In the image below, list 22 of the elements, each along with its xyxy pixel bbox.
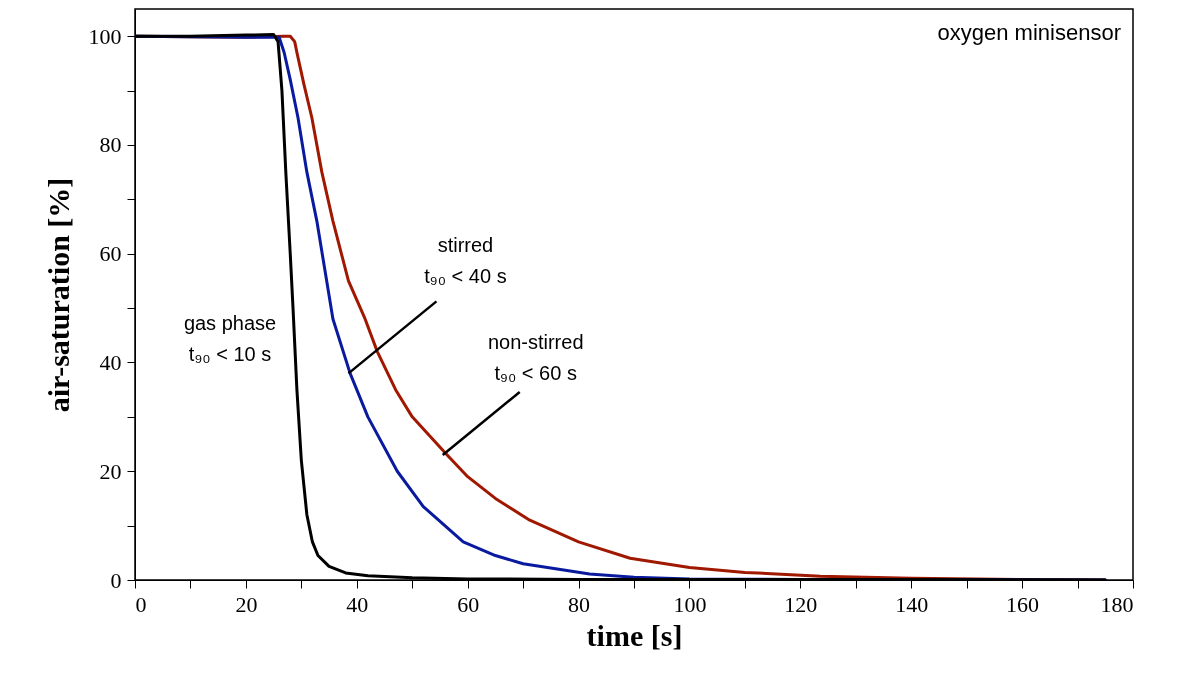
x-tick-label: 140 (895, 591, 929, 617)
x-tick-label: 100 (673, 591, 707, 617)
annotation: gas phase t₉₀ < 10 s (183, 312, 277, 366)
x-tick-label: 60 (457, 591, 480, 617)
x-axis-title: time [s] (586, 618, 683, 652)
y-tick-label: 20 (99, 458, 122, 484)
annotation: non-stirred t₉₀ < 60 s (487, 330, 584, 384)
x-tick-label: 80 (568, 591, 591, 617)
x-tick-label: 20 (235, 591, 258, 617)
x-tick-label: 120 (784, 591, 818, 617)
y-axis-title: air-saturation [%] (41, 177, 75, 413)
x-tick-label: 160 (1006, 591, 1040, 617)
y-tick-label: 100 (88, 23, 122, 49)
x-tick-label: 40 (346, 591, 369, 617)
annotation: stirred t₉₀ < 40 s (424, 234, 507, 288)
text: oxygen minisensor (937, 20, 1121, 45)
y-tick-label: 80 (99, 132, 122, 158)
y-tick-label: 0 (110, 567, 122, 593)
y-tick-label: 40 (99, 349, 122, 375)
y-tick-label: 60 (99, 241, 122, 267)
x-tick-label: 180 (1100, 591, 1134, 617)
x-tick-label: 0 (135, 591, 147, 617)
